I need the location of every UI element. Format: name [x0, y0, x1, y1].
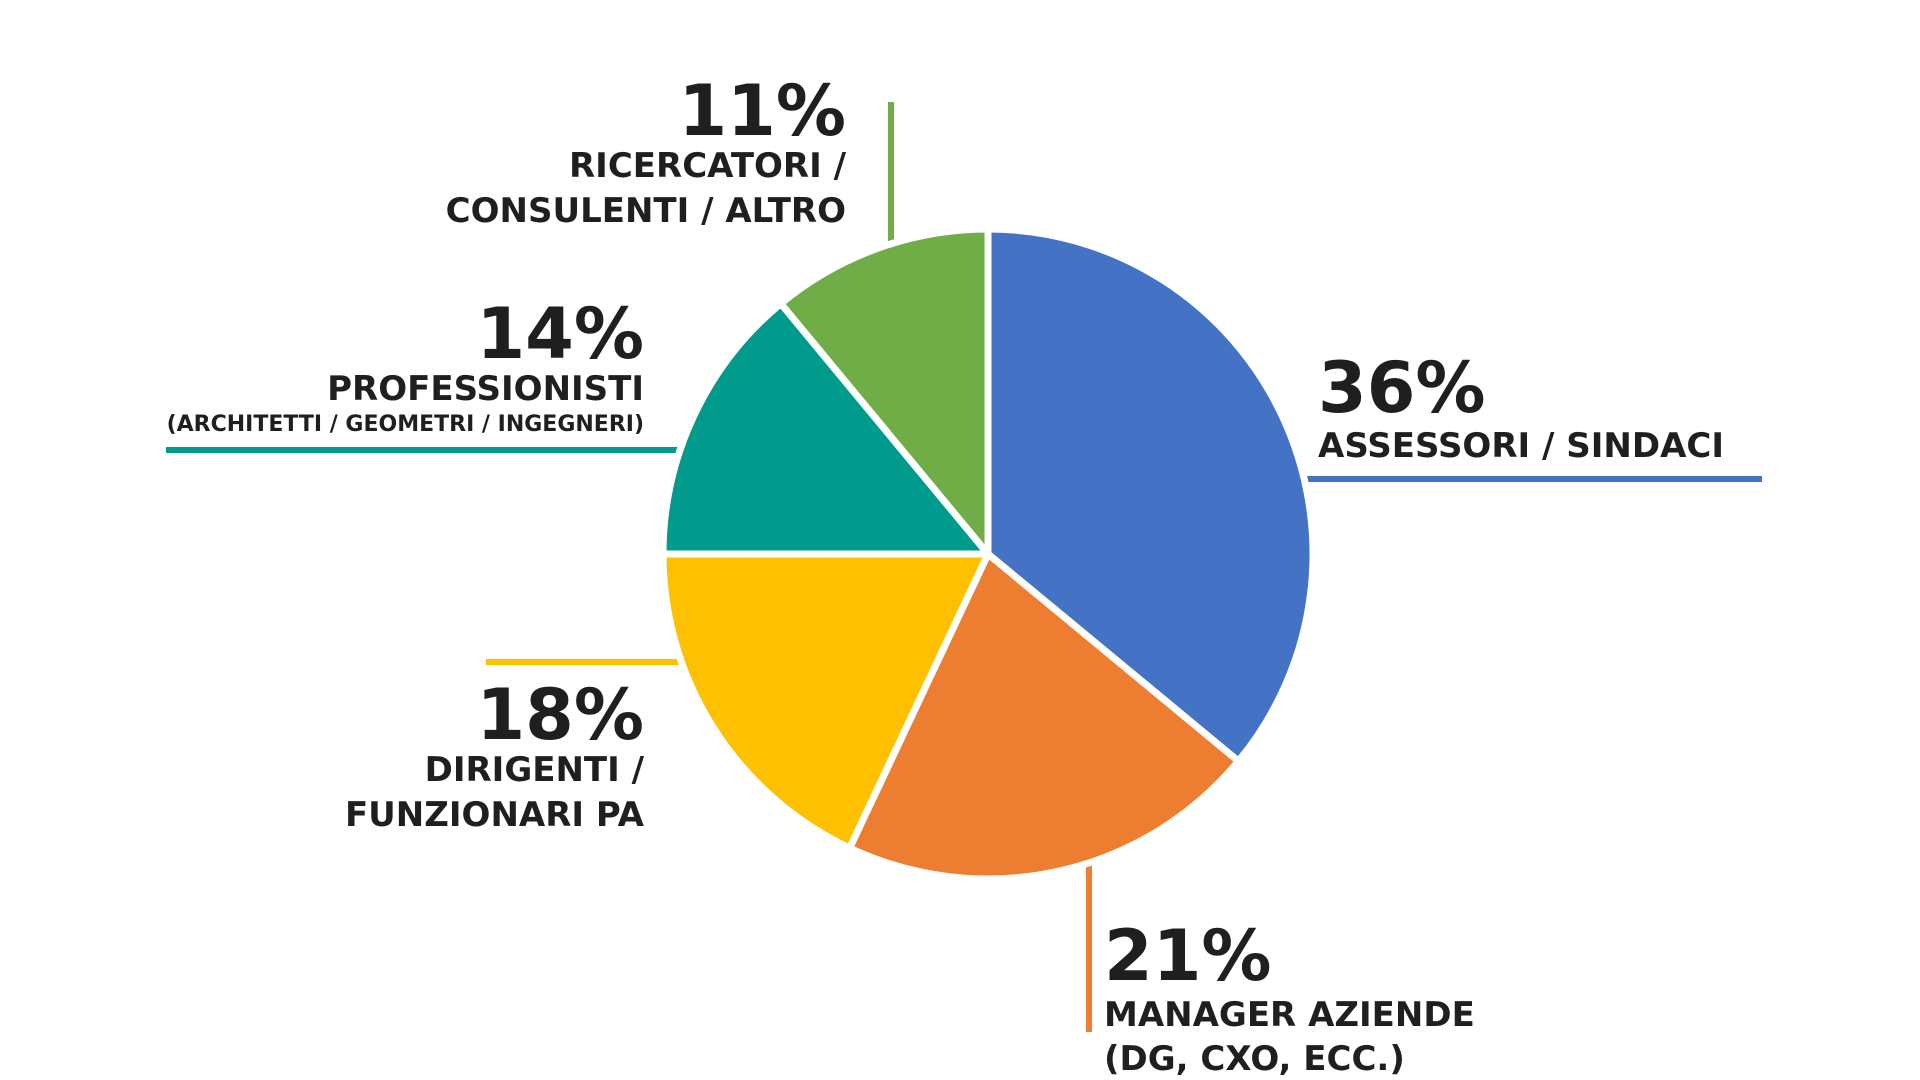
category-label-dirigenti-line2: FUNZIONARI PA [345, 795, 645, 835]
percent-label-manager: 21% [1104, 915, 1272, 997]
pie-slice-ricercatori [777, 225, 992, 558]
percent-label-professionisti: 14% [476, 293, 644, 375]
pie-slices [659, 225, 1317, 883]
pie-slice-dirigenti [659, 550, 992, 852]
percent-label-dirigenti: 18% [476, 674, 644, 756]
percent-label-assessori: 36% [1318, 347, 1486, 429]
slice-label-dirigenti: 18% DIRIGENTI / FUNZIONARI PA [345, 674, 645, 835]
category-label-dirigenti-line1: DIRIGENTI / [425, 750, 645, 790]
category-label-professionisti-line1: PROFESSIONISTI [327, 369, 644, 409]
category-label-ricercatori-line2: CONSULENTI / ALTRO [446, 191, 846, 231]
category-label-ricercatori-line1: RICERCATORI / [569, 146, 847, 186]
percent-label-ricercatori: 11% [678, 70, 846, 152]
pie-slice-manager [846, 550, 1242, 883]
pie-slice-assessori [984, 225, 1317, 765]
category-label-manager-line1: MANAGER AZIENDE [1104, 995, 1475, 1035]
leader-lines [166, 102, 1762, 1032]
category-label-professionisti-line2: (ARCHITETTI / GEOMETRI / INGEGNERI) [167, 412, 644, 437]
slice-label-ricercatori: 11% RICERCATORI / CONSULENTI / ALTRO [446, 70, 847, 231]
slice-label-professionisti: 14% PROFESSIONISTI (ARCHITETTI / GEOMETR… [167, 293, 644, 437]
slice-label-manager: 21% MANAGER AZIENDE (DG, CXO, ECC.) [1104, 915, 1475, 1079]
pie-slice-professionisti [659, 300, 992, 558]
category-label-manager-line2: (DG, CXO, ECC.) [1104, 1039, 1405, 1079]
slice-label-assessori: 36% ASSESSORI / SINDACI [1318, 347, 1724, 466]
category-label-assessori: ASSESSORI / SINDACI [1318, 426, 1724, 466]
